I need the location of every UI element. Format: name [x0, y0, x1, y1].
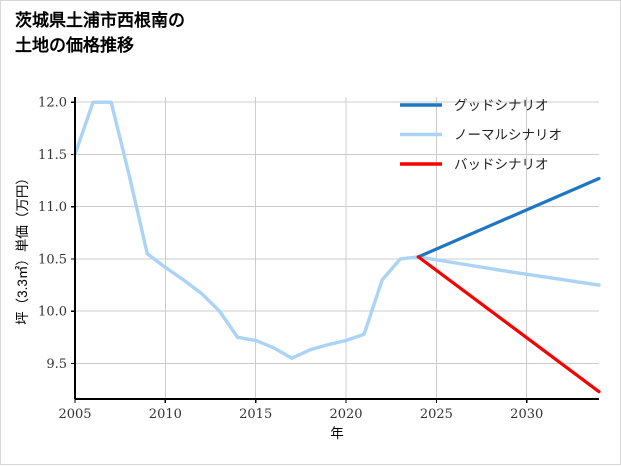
x-tick-label: 2015 [239, 407, 272, 422]
series-line-normal [73, 100, 601, 360]
series-line-good [416, 176, 601, 259]
y-axis-title: 坪（3.3㎡）単価（万円） [15, 171, 30, 325]
legend-label: バッドシナリオ [454, 157, 549, 173]
x-axis-title: 年 [330, 426, 344, 441]
x-tick-label: 2005 [58, 407, 91, 422]
y-tick-label: 10.5 [38, 252, 67, 267]
y-tick-label: 11.0 [38, 200, 67, 215]
legend-label: ノーマルシナリオ [454, 128, 562, 144]
y-tick-label: 12.0 [38, 96, 67, 111]
legend-label: グッドシナリオ [454, 98, 549, 114]
y-tick-label: 10.0 [38, 305, 67, 320]
x-tick-label: 2025 [420, 407, 453, 422]
chart-title: 茨城県土浦市西根南の 土地の価格推移 [15, 11, 185, 55]
tickmarks-group [71, 101, 528, 403]
x-tick-labels-group: 2005 2010 2015 2020 2025 2030 [58, 407, 543, 422]
x-tick-label: 2020 [329, 407, 362, 422]
x-tick-label: 2030 [510, 407, 543, 422]
y-tick-label: 9.5 [46, 357, 67, 372]
x-tick-label: 2010 [149, 407, 182, 422]
data-series-group [73, 100, 601, 394]
series-line-bad [416, 255, 601, 394]
y-tick-labels-group: 9.5 10.0 10.5 11.0 11.5 12.0 [38, 96, 67, 372]
y-tick-label: 11.5 [38, 148, 67, 163]
